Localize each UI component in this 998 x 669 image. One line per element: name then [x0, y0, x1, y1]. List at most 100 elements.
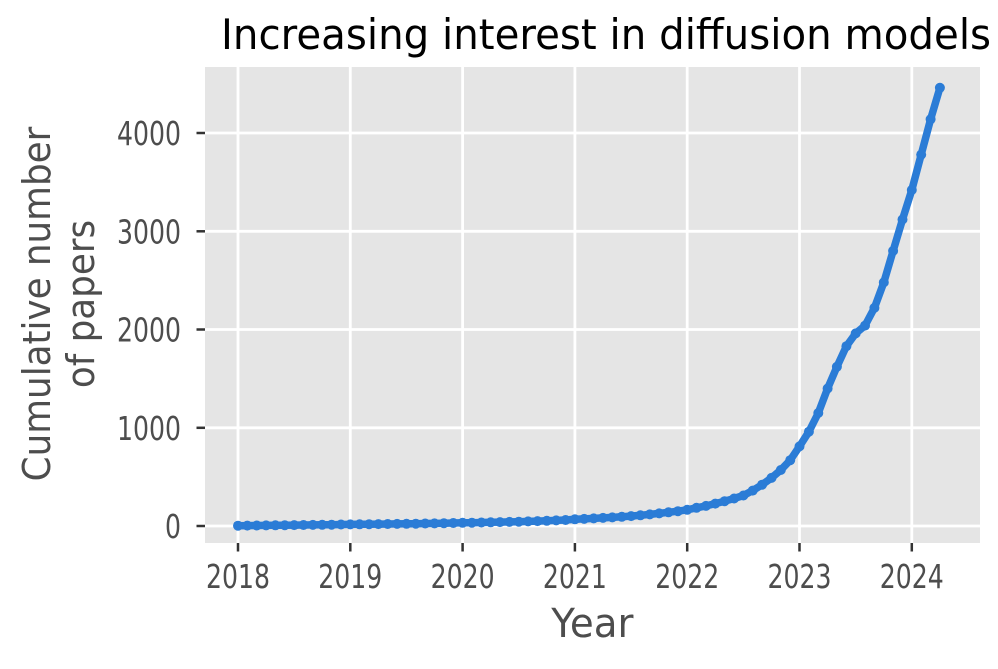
data-point — [289, 520, 300, 531]
data-point — [822, 383, 833, 394]
data-point — [934, 82, 945, 93]
data-point — [466, 517, 477, 528]
data-point — [644, 509, 655, 520]
data-point — [354, 519, 365, 530]
data-point — [345, 519, 356, 530]
y-axis-label-line-2: of papers — [59, 219, 103, 389]
x-tick-label: 2024 — [880, 557, 944, 596]
data-point — [803, 426, 814, 437]
data-point — [523, 516, 534, 527]
data-point — [785, 455, 796, 466]
data-point — [616, 511, 627, 522]
data-markers-cumulative-papers — [233, 82, 945, 531]
data-point — [495, 517, 505, 528]
data-point — [747, 485, 758, 496]
data-point — [261, 520, 272, 531]
data-point — [279, 520, 290, 531]
y-tick-label: 0 — [165, 507, 181, 546]
y-axis-label: Cumulative number of papers — [15, 115, 103, 492]
data-point — [429, 518, 440, 529]
data-point — [794, 441, 805, 452]
data-point — [242, 520, 253, 531]
data-point — [663, 507, 674, 518]
y-tick-labels: 0 1000 2000 3000 4000 — [117, 114, 181, 546]
data-point — [916, 149, 927, 160]
data-point — [448, 518, 459, 528]
x-axis-label-text: Year — [551, 601, 634, 647]
data-point — [691, 502, 702, 513]
data-point — [476, 517, 487, 528]
data-point — [729, 493, 740, 504]
data-point — [850, 328, 861, 339]
data-point — [888, 245, 899, 256]
y-tick-label: 2000 — [117, 311, 181, 350]
data-point — [317, 519, 328, 530]
x-tick-label: 2020 — [431, 557, 495, 596]
data-point — [841, 341, 852, 352]
data-point — [513, 516, 524, 527]
x-tick-label: 2019 — [318, 557, 382, 596]
data-point — [485, 517, 496, 528]
data-point — [588, 513, 599, 524]
data-point — [401, 518, 412, 529]
x-tick-label: 2023 — [768, 557, 832, 596]
data-point — [336, 519, 346, 530]
data-point — [775, 465, 786, 475]
data-point — [270, 520, 281, 531]
data-point — [766, 472, 777, 483]
data-point — [569, 514, 580, 525]
gridlines — [205, 67, 980, 543]
data-point — [860, 320, 870, 331]
data-point — [925, 114, 936, 125]
x-tick-label: 2018 — [206, 557, 270, 596]
data-point — [897, 214, 908, 225]
tick-marks — [196, 131, 914, 552]
data-point — [878, 277, 889, 288]
data-point — [420, 518, 431, 529]
data-point — [307, 519, 318, 530]
data-point — [682, 504, 693, 515]
y-tick-label: 4000 — [117, 114, 181, 153]
x-tick-label: 2021 — [543, 557, 607, 596]
data-point — [364, 519, 375, 530]
data-point — [607, 512, 618, 523]
data-point — [551, 515, 562, 526]
chart-title-text: Increasing interest in diffusion models — [221, 10, 992, 59]
data-point — [326, 519, 337, 530]
data-point — [233, 520, 243, 531]
data-point — [626, 511, 637, 522]
x-axis-label: Year — [205, 601, 980, 647]
data-point — [541, 515, 552, 526]
data-point — [719, 496, 730, 507]
data-point — [906, 185, 917, 195]
y-tick-label: 3000 — [117, 212, 181, 251]
data-point — [579, 513, 590, 524]
data-point — [672, 506, 683, 517]
data-point — [457, 517, 468, 528]
data-point — [738, 490, 749, 501]
data-point — [813, 408, 824, 418]
data-point — [438, 518, 449, 529]
chart-title: Increasing interest in diffusion models — [205, 11, 991, 59]
plot-background — [205, 67, 980, 543]
data-point — [392, 518, 403, 529]
x-tick-label: 2022 — [655, 557, 719, 596]
data-point — [654, 508, 665, 519]
data-point — [298, 520, 309, 530]
data-point — [635, 510, 646, 521]
data-point — [410, 518, 421, 529]
data-point — [560, 515, 571, 525]
x-tick-labels: 2018 2019 2020 2021 2022 2023 2024 — [206, 557, 944, 596]
data-point — [251, 520, 262, 531]
data-point — [532, 516, 543, 527]
data-point — [701, 500, 711, 511]
data-point — [869, 302, 880, 313]
data-point — [710, 498, 721, 509]
data-point — [598, 512, 608, 523]
data-point — [831, 361, 842, 372]
data-point — [504, 516, 515, 527]
data-point — [757, 479, 768, 490]
y-axis-label-line-1: Cumulative number — [15, 126, 59, 482]
